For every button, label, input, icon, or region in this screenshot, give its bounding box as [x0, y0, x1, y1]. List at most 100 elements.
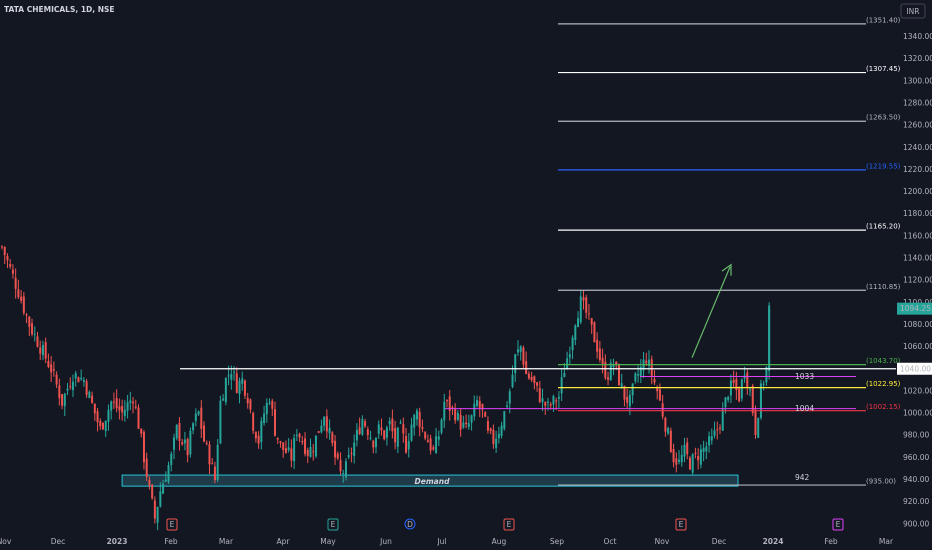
candle-body [418, 412, 421, 428]
candle-body [331, 432, 334, 444]
candle-body [129, 400, 132, 403]
candle-body [445, 400, 448, 402]
candle-body [290, 448, 293, 461]
level-annotation: 942 [795, 473, 810, 482]
event-marker: E [327, 518, 339, 531]
candle-body [656, 386, 659, 392]
event-marker-badge [166, 518, 178, 531]
candle-body [459, 414, 462, 430]
candle-body [383, 430, 386, 440]
candle-body [219, 400, 222, 444]
candle-body [481, 403, 484, 410]
candle-body [20, 296, 23, 301]
candle-body [148, 479, 151, 486]
candle-body [738, 388, 741, 402]
candle-body [88, 391, 91, 399]
candle-body [336, 453, 339, 459]
candle-body [667, 427, 670, 434]
candle-body [732, 379, 735, 383]
candle-body [765, 367, 768, 383]
candle-body [298, 433, 301, 438]
y-tick-label: 1060.00 [903, 342, 932, 351]
candle-body [661, 403, 664, 417]
candle-body [432, 447, 435, 450]
candle-body [639, 366, 642, 377]
candle-body [413, 414, 416, 428]
candle-body [200, 407, 203, 429]
candle-body [735, 379, 738, 391]
fib-level-label: (1307.45) [866, 65, 901, 73]
fib-level-label: (1165.20) [866, 223, 901, 231]
x-tick-label: Mar [879, 537, 894, 546]
candle-body [233, 371, 236, 373]
x-tick-label: 2023 [107, 537, 128, 546]
candle-body [211, 463, 214, 465]
candle-body [31, 323, 34, 335]
candle-body [126, 402, 129, 411]
last-price-value: 1094.25 [900, 304, 931, 313]
candle-body [167, 465, 170, 482]
candle-body [36, 336, 39, 347]
event-marker-label: E [170, 520, 175, 529]
candle-body [263, 413, 266, 424]
candle-body [486, 420, 489, 431]
fib-level-label: (1263.50) [866, 114, 901, 122]
candle-body [724, 397, 727, 408]
candle-body [686, 442, 689, 455]
x-tick-label: Feb [164, 537, 178, 546]
candle-body [216, 444, 219, 480]
candle-body [274, 409, 276, 436]
candle-body [50, 364, 53, 373]
candle-body [205, 442, 208, 444]
candle-body [145, 458, 148, 477]
event-marker-label: E [679, 520, 684, 529]
fib-level-label: (1351.40) [866, 16, 901, 24]
candle-body [407, 441, 410, 450]
y-tick-label: 1200.00 [903, 187, 932, 196]
candle-body [440, 419, 443, 433]
marked-price-value: 1040.00 [900, 364, 931, 373]
x-tick-label: Dec [712, 537, 727, 546]
candle-body [33, 333, 36, 335]
candle-body [653, 379, 656, 383]
currency-button[interactable]: INR [900, 3, 926, 19]
candle-body [246, 397, 249, 404]
candle-body [533, 376, 536, 384]
candle-body [85, 381, 88, 395]
candle-body [514, 354, 517, 374]
event-marker: E [832, 518, 844, 531]
candle-body [380, 427, 383, 431]
candle-body [410, 424, 413, 441]
y-tick-label: 1300.00 [903, 76, 932, 85]
candle-body [295, 434, 298, 436]
x-tick-label: Sep [550, 537, 564, 546]
candle-body [309, 446, 312, 457]
candle-body [91, 395, 94, 403]
currency-label[interactable]: INR [906, 7, 919, 16]
candle-body [238, 380, 241, 394]
projection-arrow [691, 266, 731, 358]
candle-body [547, 401, 549, 403]
candle-body [192, 423, 195, 431]
candle-body [66, 388, 69, 391]
candle-body [104, 420, 107, 432]
candle-body [544, 402, 547, 406]
event-marker-badge [832, 518, 844, 531]
candle-body [683, 444, 686, 457]
x-tick-label: Nov [655, 537, 670, 546]
y-tick-label: 960.00 [903, 453, 929, 462]
candle-body [702, 447, 705, 452]
candle-body [355, 430, 358, 441]
currency-button-frame[interactable] [900, 3, 926, 19]
candle-body [17, 289, 20, 298]
marked-price-badge: 1040.00 [897, 362, 932, 375]
x-tick-label: Jul [436, 537, 446, 546]
candle-body [743, 375, 746, 379]
candle-body [102, 422, 105, 430]
candle-body [213, 466, 216, 481]
candle-body [394, 427, 397, 443]
candle-body [151, 484, 154, 499]
candle-body [235, 373, 238, 393]
candle-body [222, 398, 225, 401]
